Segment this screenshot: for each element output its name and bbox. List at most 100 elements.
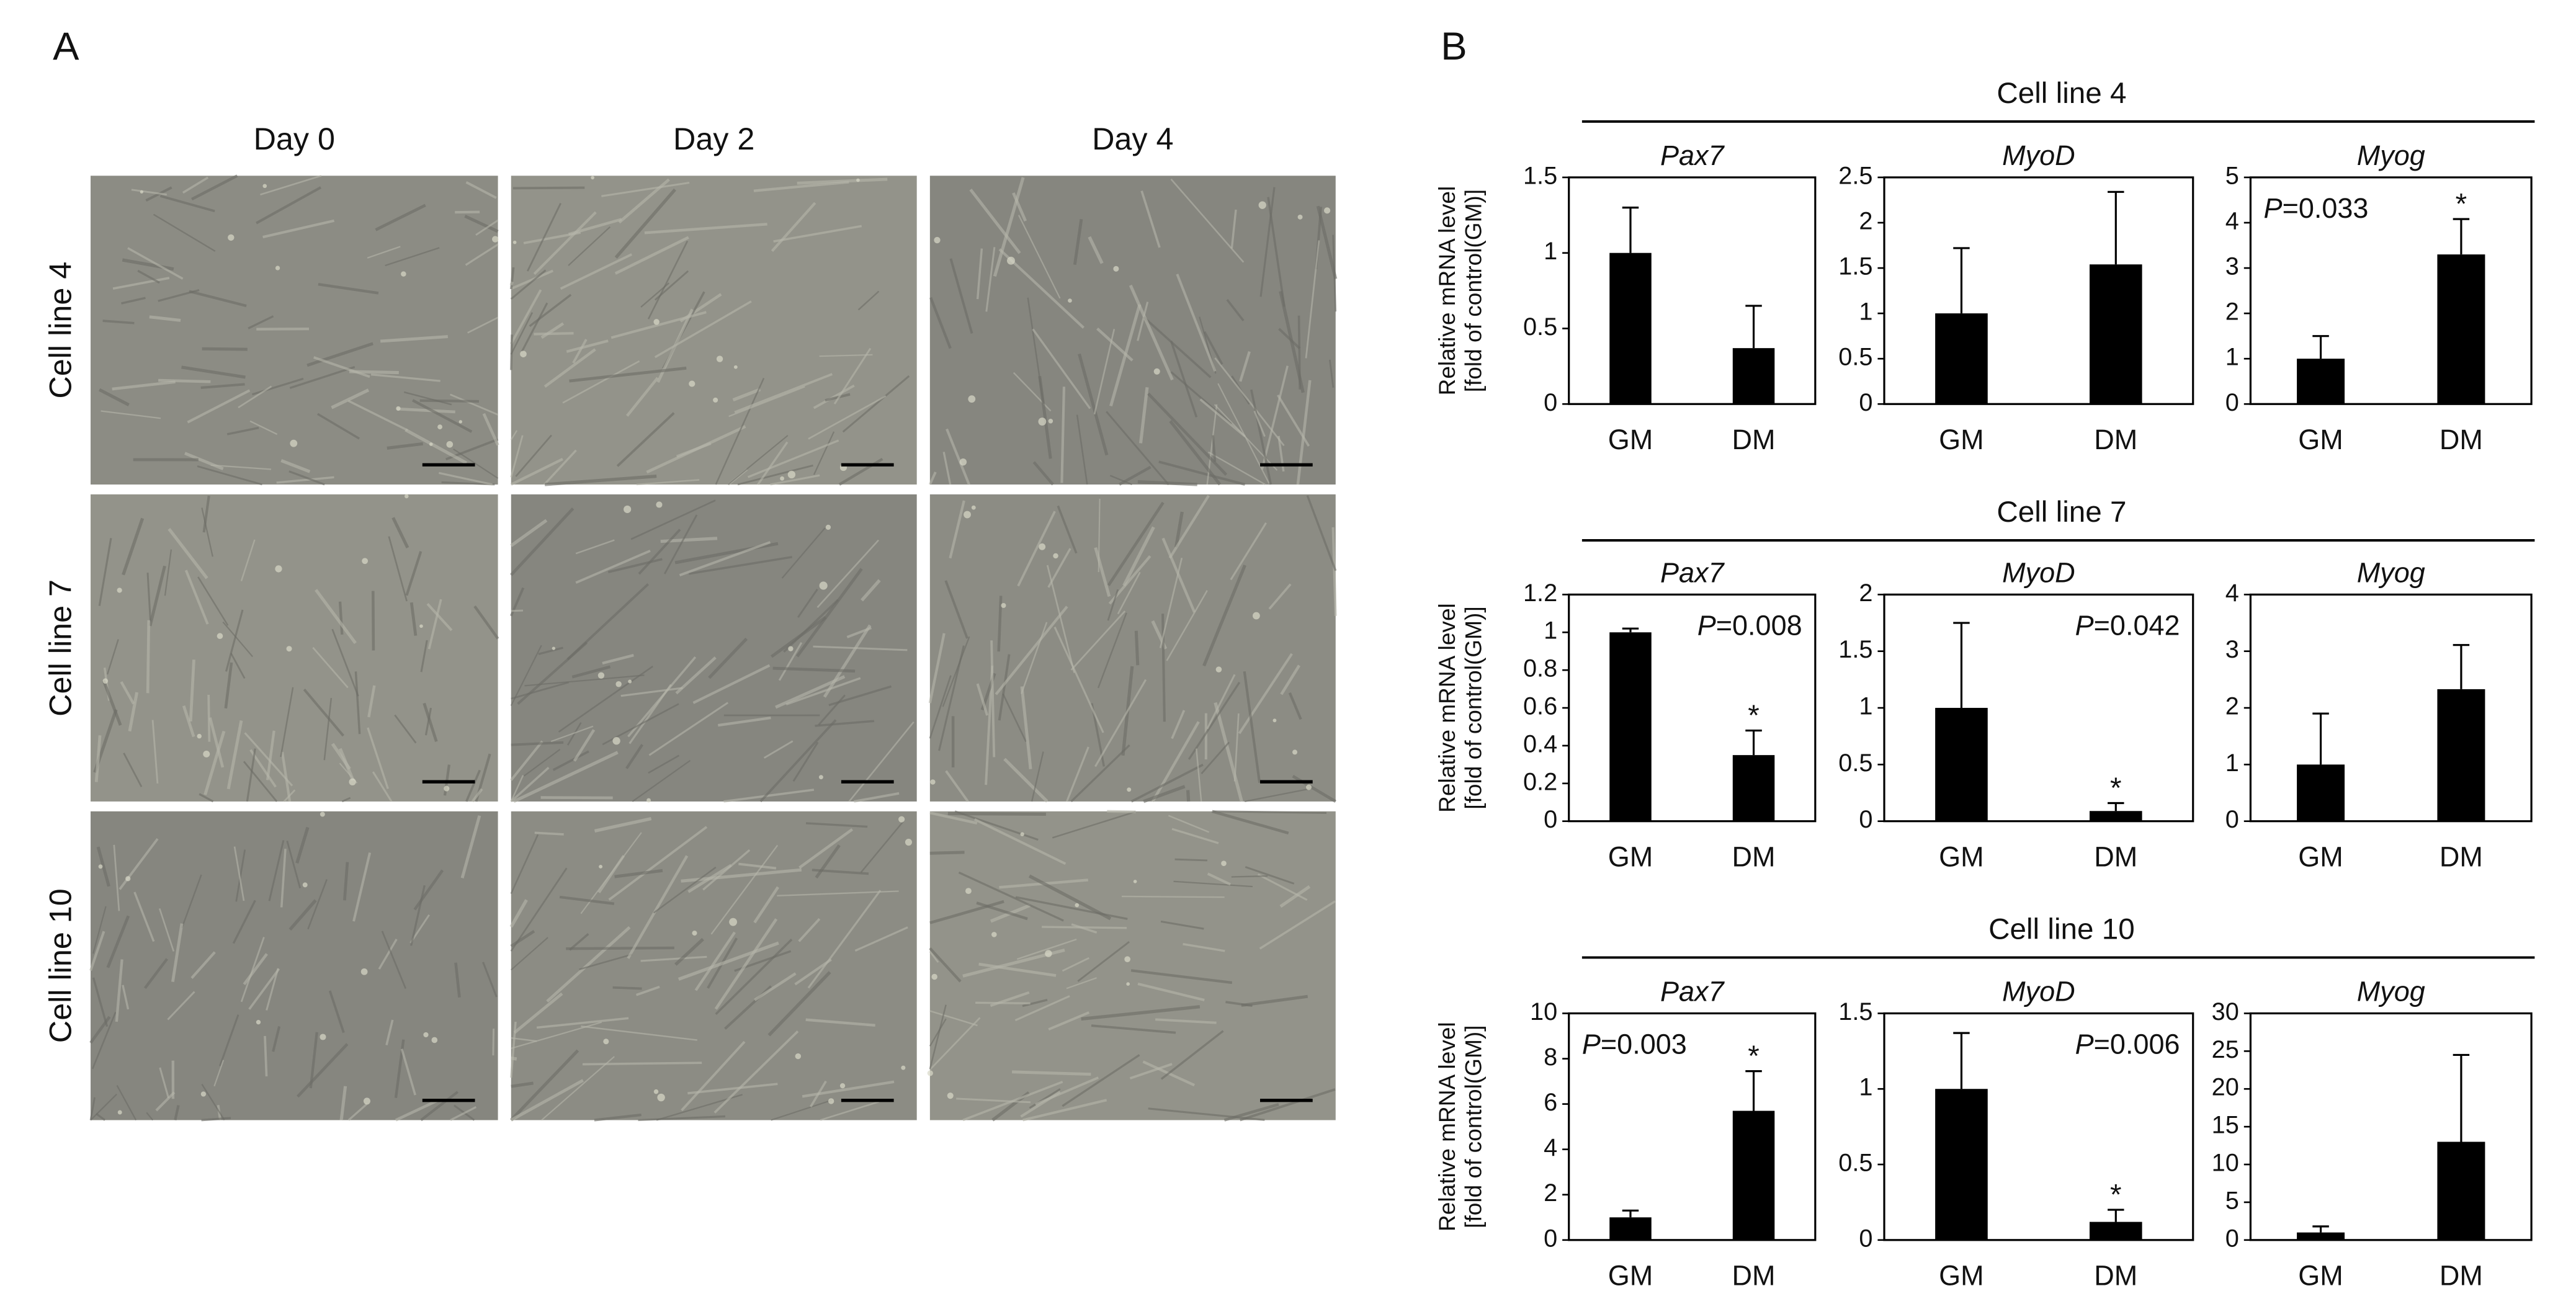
significance-marker: * [1748, 699, 1760, 732]
cell-streak [942, 452, 952, 485]
cell-streak [1259, 900, 1336, 950]
cell-streak [1183, 942, 1225, 952]
y-tick-label: 3 [2225, 253, 2239, 280]
cell-streak [828, 685, 892, 707]
cell-dot [825, 524, 831, 530]
cell-streak [1021, 622, 1048, 694]
cell-streak [610, 311, 707, 339]
cell-streak [628, 684, 672, 744]
cell-streak [1253, 410, 1266, 437]
cell-streak [568, 218, 622, 236]
cell-streak [96, 846, 110, 887]
cell-streak [424, 707, 432, 736]
cell-streak [978, 962, 1057, 977]
cell-streak [509, 1049, 579, 1122]
chart-title: MyoD [2002, 140, 2075, 171]
y-tick-label: 2 [2225, 693, 2239, 720]
cell-streak [1143, 316, 1212, 378]
cell-streak [112, 380, 176, 391]
cell-streak [998, 654, 1011, 721]
cell-streak [127, 247, 184, 280]
cell-streak [121, 297, 146, 305]
cell-streak [1129, 1063, 1173, 1080]
cell-streak [638, 1115, 726, 1122]
cell-streak [112, 277, 170, 290]
cell-streak [1261, 365, 1289, 470]
cell-dot [1053, 553, 1058, 559]
cell-streak [997, 596, 1003, 652]
cell-streak [1267, 197, 1286, 307]
cell-dot [656, 501, 663, 508]
cell-streak [575, 550, 651, 584]
cell-streak [614, 236, 689, 275]
cell-streak [1098, 498, 1101, 573]
cell-streak [1012, 192, 1027, 222]
cell-streak [813, 384, 855, 409]
cell-streak [1161, 614, 1166, 722]
cell-dot [1272, 718, 1277, 723]
chart-title: Pax7 [1660, 140, 1725, 171]
cell-streak [813, 645, 908, 651]
cell-streak [286, 840, 302, 888]
cell-streak [1168, 815, 1210, 833]
cell-streak [1159, 557, 1183, 648]
x-tick-label: DM [2440, 841, 2483, 872]
cell-streak [687, 864, 732, 893]
cell-streak [533, 211, 597, 275]
cell-streak [1022, 999, 1048, 1007]
cell-streak [151, 720, 159, 784]
error-bar [1745, 729, 1762, 756]
cell-streak [956, 1097, 1031, 1104]
cell-streak [387, 442, 424, 450]
cell-streak [753, 886, 779, 924]
cell-streak [1187, 681, 1241, 760]
cell-streak [367, 246, 401, 259]
cell-streak [405, 428, 468, 465]
y-tick-label: 1 [1544, 617, 1557, 645]
cell-dot [492, 236, 499, 243]
x-tick-label: GM [1608, 424, 1653, 455]
bar [2089, 264, 2142, 404]
cell-streak [1081, 1005, 1201, 1021]
cell-streak [775, 675, 846, 709]
cell-dot [819, 581, 828, 590]
cell-streak [510, 430, 518, 440]
chart-title: Pax7 [1660, 976, 1725, 1007]
y-tick-label: 1 [1544, 238, 1557, 265]
group-title: Cell line 4 [1997, 77, 2126, 110]
cell-streak [89, 931, 105, 972]
cell-streak [1057, 505, 1078, 554]
micrograph [927, 810, 1336, 1122]
cell-dot [1124, 956, 1130, 963]
cell-streak [958, 871, 1064, 922]
cell-streak [1106, 411, 1169, 485]
cell-streak [171, 923, 184, 983]
y-tick-label: 4 [1544, 1134, 1557, 1161]
y-tick-label: 1 [2225, 344, 2239, 371]
cell-streak [372, 771, 393, 802]
cell-dot [788, 646, 794, 651]
cell-streak [1243, 671, 1261, 783]
cell-streak [540, 322, 565, 339]
cell-streak [119, 838, 159, 890]
y-tick-label: 15 [2212, 1112, 2239, 1139]
cell-streak [620, 687, 683, 697]
significance-marker: * [2110, 772, 2122, 805]
cell-streak [396, 407, 455, 414]
cell-streak [812, 869, 869, 875]
cell-dot [780, 476, 785, 481]
cell-streak [511, 681, 570, 700]
cell-streak [208, 717, 225, 768]
cell-streak [568, 226, 611, 266]
cell-streak [207, 694, 211, 742]
cell-dot [947, 1092, 954, 1099]
bar [2437, 689, 2485, 821]
x-tick-label: GM [1608, 841, 1653, 872]
y-tick-label: 10 [2212, 1150, 2239, 1177]
cell-streak [120, 681, 135, 705]
cell-dot [1113, 266, 1119, 272]
micrograph [929, 176, 1338, 486]
cell-streak [848, 721, 915, 802]
y-tick-label: 0.5 [1523, 313, 1557, 341]
cell-streak [1032, 461, 1054, 486]
